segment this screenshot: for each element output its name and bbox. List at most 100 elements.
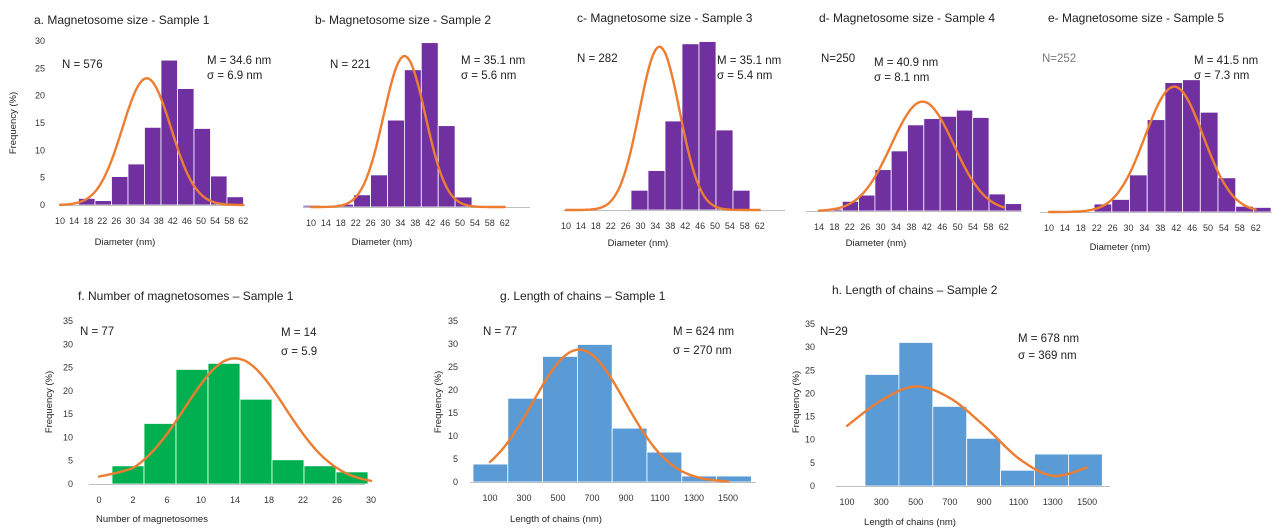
sample-count: N=29 [820, 326, 848, 338]
x-tick-label: 18 [591, 221, 601, 231]
histogram-bar [1199, 111, 1219, 213]
histogram-bar [630, 189, 649, 211]
x-tick-label: 54 [725, 221, 735, 231]
histogram-bar [864, 374, 900, 487]
x-tick-label: 26 [1108, 223, 1118, 233]
y-tick-label: 35 [805, 319, 815, 329]
y-axis-label: Frequency (%) [791, 371, 802, 433]
x-tick-label: 46 [440, 218, 450, 228]
x-tick-label: 18 [264, 495, 274, 505]
x-tick-label: 22 [606, 221, 616, 231]
histogram-bar [177, 88, 195, 206]
x-tick-label: 100 [839, 497, 854, 507]
x-tick-label: 26 [111, 216, 121, 226]
x-axis-label: Diameter (nm) [608, 238, 669, 249]
x-tick-label: 42 [680, 221, 690, 231]
y-tick-label: 5 [68, 456, 73, 466]
histogram-bar [207, 362, 241, 485]
x-tick-label: 18 [1076, 223, 1086, 233]
y-tick-label: 20 [448, 385, 458, 395]
x-tick-label: 54 [968, 222, 978, 232]
y-tick-label: 20 [805, 388, 815, 398]
x-tick-label: 38 [906, 222, 916, 232]
mean-value: M = 40.9 nm [874, 57, 938, 69]
x-tick-label: 26 [332, 495, 342, 505]
x-tick-label: 10 [196, 495, 206, 505]
mean-value: M = 35.1 nm [461, 55, 525, 67]
sample-count: N = 77 [80, 326, 114, 338]
x-tick-label: 900 [618, 493, 633, 503]
histogram-bar [698, 41, 717, 211]
x-tick-label: 700 [942, 497, 957, 507]
y-tick-label: 0 [453, 477, 458, 487]
histogram-bar [577, 344, 613, 483]
y-tick-label: 30 [35, 36, 45, 46]
y-tick-label: 15 [448, 408, 458, 418]
x-axis-label: Number of magnetosomes [96, 514, 208, 525]
x-axis-label: Diameter (nm) [352, 237, 413, 248]
x-tick-label: 30 [1123, 223, 1133, 233]
x-tick-label: 50 [1203, 223, 1213, 233]
y-tick-label: 30 [448, 339, 458, 349]
sigma-value: σ = 5.9 [281, 346, 317, 358]
y-axis-label: Frequency (%) [44, 371, 55, 433]
histogram-bar [303, 465, 337, 485]
x-tick-label: 22 [351, 218, 361, 228]
fit-curve [845, 385, 1089, 478]
chart-b: b- Magnetosome size - Sample 2 10 14 18 22 26… [302, 13, 530, 248]
chart-g: g. Length of chains – Sample 1 0 5 10 15 20 25… [433, 289, 756, 525]
x-tick-label: 54 [1219, 223, 1229, 233]
y-tick-label: 15 [35, 118, 45, 128]
y-tick-label: 25 [805, 365, 815, 375]
sample-count: N = 282 [577, 53, 618, 65]
y-tick-label: 15 [805, 412, 815, 422]
mean-value: M = 678 nm [1018, 333, 1079, 345]
histogram-bar [874, 169, 892, 212]
fit-curve [488, 348, 730, 483]
y-tick-label: 5 [40, 173, 45, 183]
y-tick-label: 25 [448, 362, 458, 372]
x-tick-label: 1500 [718, 493, 738, 503]
x-tick-label: 34 [891, 222, 901, 232]
x-axis-label: Length of chains (nm) [864, 517, 956, 528]
x-tick-label: 1100 [650, 493, 669, 503]
x-tick-label: 34 [140, 216, 150, 226]
fit-curve [1047, 85, 1257, 214]
mean-value: M = 34.6 nm [207, 55, 271, 67]
chart-c: c- Magnetosome size - Sample 3 10 14 18 22 26… [561, 11, 785, 249]
histogram-bar [507, 397, 543, 483]
histogram-bar [1034, 453, 1069, 487]
x-tick-label: 58 [1235, 223, 1245, 233]
fit-curve [309, 54, 506, 209]
histogram-bar [681, 43, 700, 211]
y-tick-label: 10 [448, 431, 458, 441]
histogram-bar [1182, 79, 1201, 213]
sigma-value: σ = 8.1 nm [874, 72, 929, 84]
x-axis-label: Diameter (nm) [1090, 242, 1151, 253]
x-tick-label: 22 [845, 222, 855, 232]
y-tick-label: 5 [810, 458, 815, 468]
histogram-bar [715, 129, 734, 211]
x-tick-label: 30 [366, 495, 376, 505]
x-tick-label: 50 [196, 216, 206, 226]
x-tick-label: 30 [125, 216, 135, 226]
x-tick-label: 18 [336, 218, 346, 228]
histogram-bar [111, 176, 129, 206]
x-tick-label: 34 [395, 218, 405, 228]
x-tick-label: 1100 [1009, 497, 1028, 507]
x-tick-label: 0 [96, 495, 101, 505]
mean-value: M = 14 [281, 327, 317, 339]
y-tick-label: 35 [448, 316, 458, 326]
chart-title: h. Length of chains – Sample 2 [832, 283, 998, 297]
x-tick-label: 14 [321, 218, 331, 228]
x-tick-label: 18 [829, 222, 839, 232]
chart-title: b- Magnetosome size - Sample 2 [315, 13, 491, 27]
x-tick-label: 1500 [1077, 497, 1097, 507]
chart-title: c- Magnetosome size - Sample 3 [577, 11, 753, 25]
x-tick-label: 62 [238, 216, 248, 226]
x-tick-label: 30 [635, 221, 645, 231]
sigma-value: σ = 270 nm [673, 345, 732, 357]
y-tick-label: 20 [63, 386, 73, 396]
y-tick-label: 10 [63, 432, 73, 442]
